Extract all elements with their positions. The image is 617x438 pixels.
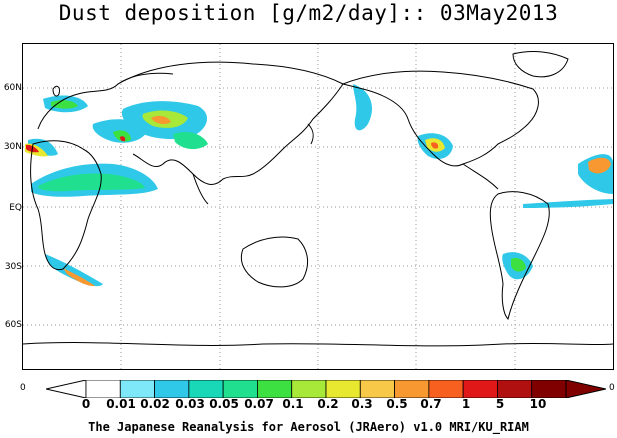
colorbar-label: 0.3 xyxy=(351,397,373,411)
colorbar-cell xyxy=(394,380,430,398)
colorbar-cell xyxy=(222,380,258,398)
colorbar-label: 0.5 xyxy=(386,397,408,411)
colorbar-label: 0.07 xyxy=(244,397,274,411)
world-map xyxy=(22,43,614,370)
corner-label-right: 0 xyxy=(609,383,615,393)
lat-label-30n: 30N xyxy=(3,142,22,152)
colorbar-label: 0.1 xyxy=(282,397,304,411)
lat-label-30s: 30S xyxy=(4,262,22,272)
colorbar-label: 0.05 xyxy=(209,397,239,411)
colorbar-label: 0.02 xyxy=(140,397,170,411)
colorbar-cell xyxy=(359,380,395,398)
colorbar-cell xyxy=(291,380,327,398)
colorbar-label: 0.7 xyxy=(420,397,442,411)
lat-label-60n: 60N xyxy=(3,83,22,93)
colorbar-cell xyxy=(531,380,567,398)
colorbar-label: 5 xyxy=(495,397,505,411)
footer-credit: The Japanese Reanalysis for Aerosol (JRA… xyxy=(88,420,529,434)
colorbar xyxy=(46,380,606,398)
map-canvas xyxy=(23,44,613,369)
corner-label-left: 0 xyxy=(20,383,26,393)
colorbar-label: 0.2 xyxy=(317,397,339,411)
colorbar-label: 0 xyxy=(81,397,91,411)
colorbar-label: 0.03 xyxy=(175,397,205,411)
map-title: Dust deposition [g/m2/day]:: 03May2013 xyxy=(58,1,559,25)
colorbar-cell xyxy=(119,380,155,398)
dust-field xyxy=(25,84,613,287)
colorbar-labels: 0 0.01 0.02 0.03 0.05 0.07 0.1 0.2 0.3 0… xyxy=(0,397,617,413)
colorbar-cell xyxy=(325,380,361,398)
colorbar-high-arrow xyxy=(565,380,606,398)
colorbar-cell xyxy=(188,380,224,398)
colorbar-cell xyxy=(428,380,464,398)
colorbar-label: 10 xyxy=(529,397,547,411)
colorbar-cell xyxy=(497,380,533,398)
coastlines xyxy=(23,51,613,347)
lat-label-eq: EQ xyxy=(9,203,22,213)
lat-label-60s: 60S xyxy=(4,320,22,330)
colorbar-cell xyxy=(85,380,121,398)
colorbar-cells xyxy=(85,380,567,398)
colorbar-cell xyxy=(154,380,190,398)
colorbar-label: 0.01 xyxy=(106,397,136,411)
colorbar-low-arrow xyxy=(46,380,87,398)
colorbar-label: 1 xyxy=(461,397,471,411)
colorbar-cell xyxy=(462,380,498,398)
colorbar-cell xyxy=(257,380,293,398)
